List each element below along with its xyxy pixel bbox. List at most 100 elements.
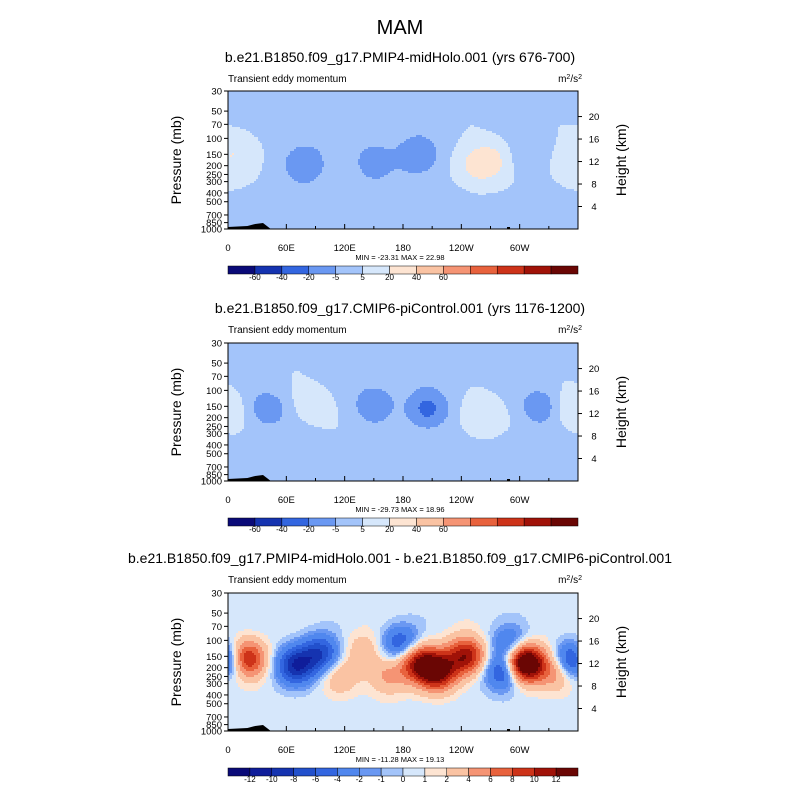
field-cell — [566, 105, 569, 108]
field-cell — [350, 95, 353, 98]
field-cell — [516, 109, 519, 112]
field-cell — [528, 111, 531, 114]
field-cell — [560, 137, 563, 140]
field-cell — [382, 125, 385, 128]
field-cell — [292, 135, 295, 138]
field-cell — [390, 117, 393, 120]
field-cell — [442, 145, 445, 148]
field-cell — [374, 131, 377, 134]
field-cell — [494, 123, 497, 126]
field-cell — [454, 141, 457, 144]
field-cell — [414, 117, 417, 120]
field-cell — [570, 143, 573, 146]
field-cell — [340, 117, 343, 120]
field-cell — [384, 99, 387, 102]
field-cell — [234, 141, 237, 144]
field-cell — [422, 111, 425, 114]
field-cell — [422, 101, 425, 104]
field-cell — [548, 117, 551, 120]
field-cell — [310, 125, 313, 128]
field-cell — [346, 109, 349, 112]
field-cell — [438, 143, 441, 146]
field-cell — [322, 147, 325, 150]
field-cell — [382, 129, 385, 132]
field-cell — [272, 93, 275, 96]
field-cell — [302, 123, 305, 126]
field-cell — [330, 147, 333, 150]
field-cell — [498, 111, 501, 114]
field-cell — [488, 91, 491, 94]
field-cell — [398, 133, 401, 136]
field-cell — [476, 91, 479, 94]
field-cell — [320, 105, 323, 108]
field-cell — [390, 91, 393, 94]
field-cell — [310, 93, 313, 96]
field-cell — [436, 97, 439, 100]
field-cell — [558, 133, 561, 136]
field-cell — [276, 125, 279, 128]
field-cell — [448, 131, 451, 134]
field-cell — [446, 141, 449, 144]
field-cell — [400, 147, 403, 150]
field-cell — [408, 95, 411, 98]
field-cell — [388, 95, 391, 98]
field-cell — [356, 135, 359, 138]
field-cell — [474, 97, 477, 100]
field-cell — [342, 95, 345, 98]
field-cell — [382, 119, 385, 122]
field-cell — [476, 143, 479, 146]
field-cell — [458, 105, 461, 108]
field-cell — [368, 97, 371, 100]
field-cell — [536, 109, 539, 112]
field-cell — [460, 105, 463, 108]
field-cell — [330, 135, 333, 138]
field-cell — [248, 111, 251, 114]
field-cell — [432, 113, 435, 116]
field-cell — [310, 101, 313, 104]
field-cell — [328, 133, 331, 136]
field-cell — [412, 99, 415, 102]
field-cell — [258, 115, 261, 118]
field-cell — [314, 147, 317, 150]
field-cell — [302, 105, 305, 108]
field-cell — [322, 137, 325, 140]
field-cell — [326, 133, 329, 136]
field-cell — [312, 131, 315, 134]
field-cell — [292, 121, 295, 124]
field-cell — [430, 123, 433, 126]
field-cell — [366, 93, 369, 96]
field-cell — [286, 135, 289, 138]
field-cell — [402, 131, 405, 134]
field-cell — [274, 113, 277, 116]
field-cell — [570, 105, 573, 108]
field-cell — [498, 133, 501, 136]
field-cell — [558, 131, 561, 134]
field-cell — [474, 125, 477, 128]
field-cell — [450, 97, 453, 100]
field-cell — [538, 121, 541, 124]
field-cell — [396, 101, 399, 104]
field-cell — [240, 107, 243, 110]
field-cell — [488, 133, 491, 136]
field-cell — [378, 109, 381, 112]
field-cell — [390, 127, 393, 130]
field-cell — [468, 95, 471, 98]
field-cell — [486, 97, 489, 100]
field-cell — [268, 123, 271, 126]
field-cell — [414, 103, 417, 106]
field-cell — [376, 133, 379, 136]
field-cell — [320, 111, 323, 114]
field-cell — [496, 139, 499, 142]
field-cell — [380, 141, 383, 144]
field-cell — [428, 141, 431, 144]
field-cell — [552, 109, 555, 112]
field-cell — [456, 133, 459, 136]
field-cell — [490, 97, 493, 100]
field-cell — [418, 113, 421, 116]
field-cell — [556, 145, 559, 148]
field-cell — [476, 99, 479, 102]
field-cell — [538, 105, 541, 108]
field-cell — [292, 99, 295, 102]
field-cell — [292, 107, 295, 110]
field-cell — [264, 113, 267, 116]
